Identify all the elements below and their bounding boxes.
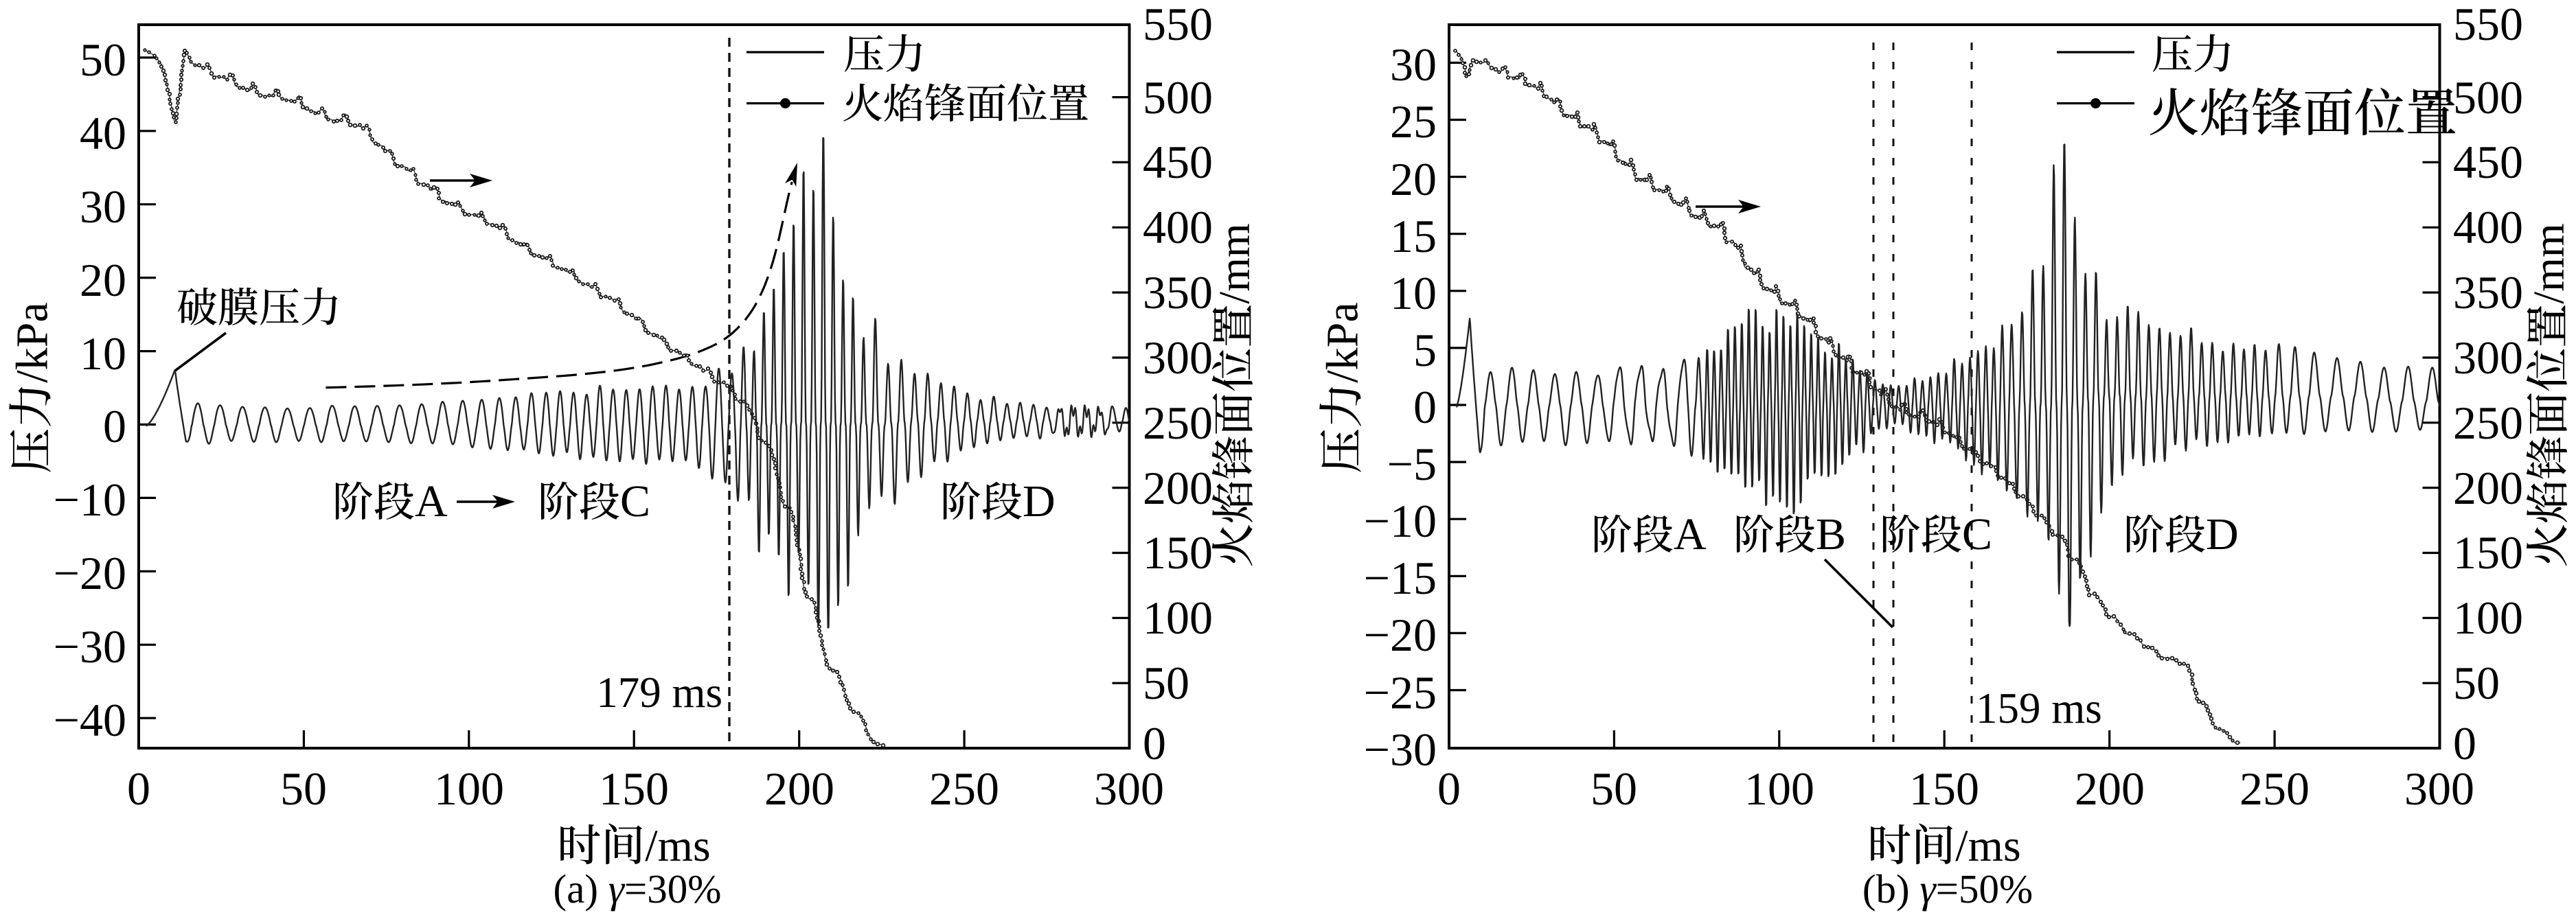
svg-text:200: 200 (1143, 462, 1213, 514)
svg-text:550: 550 (2453, 0, 2523, 50)
svg-text:300: 300 (1143, 332, 1213, 384)
svg-text:500: 500 (2453, 71, 2523, 124)
svg-text:/mm: /mm (2524, 223, 2573, 303)
svg-text:/mm: /mm (1210, 223, 1259, 303)
svg-text:−25: −25 (1364, 666, 1437, 719)
svg-text:50: 50 (1143, 657, 1189, 709)
svg-text:40: 40 (80, 107, 126, 159)
svg-text:−40: −40 (54, 694, 126, 746)
svg-text:−15: −15 (1364, 552, 1437, 604)
svg-text:B: B (1816, 509, 1846, 559)
svg-text:50: 50 (280, 763, 327, 815)
svg-text:0: 0 (1437, 763, 1461, 815)
svg-text:5: 5 (1413, 324, 1437, 376)
svg-text:500: 500 (1143, 71, 1213, 124)
svg-text:100: 100 (1143, 592, 1213, 644)
svg-text:/kPa: /kPa (1318, 302, 1368, 382)
svg-text:400: 400 (1143, 201, 1213, 253)
svg-text:−20: −20 (1364, 609, 1437, 661)
svg-text:/ms: /ms (645, 821, 710, 871)
svg-text:300: 300 (1094, 763, 1164, 815)
svg-text:30: 30 (80, 181, 126, 233)
svg-text:200: 200 (764, 763, 834, 815)
svg-text:179 ms: 179 ms (596, 669, 722, 717)
svg-text:D: D (1023, 476, 1056, 526)
svg-text:0: 0 (103, 400, 126, 452)
svg-text:−10: −10 (54, 474, 126, 526)
svg-text:50: 50 (80, 34, 126, 86)
svg-text:100: 100 (1744, 763, 1814, 815)
svg-text:20: 20 (80, 254, 126, 306)
svg-text:100: 100 (2453, 592, 2523, 644)
svg-text:400: 400 (2453, 201, 2523, 253)
svg-text:350: 350 (2453, 266, 2523, 318)
svg-text:250: 250 (2239, 763, 2310, 815)
svg-text:25: 25 (1390, 95, 1437, 148)
svg-text:15: 15 (1390, 210, 1437, 262)
svg-text:200: 200 (2075, 763, 2145, 815)
svg-text:250: 250 (929, 763, 999, 815)
svg-text:150: 150 (599, 763, 669, 815)
svg-text:10: 10 (80, 327, 126, 380)
svg-text:50: 50 (1591, 763, 1637, 815)
svg-text:250: 250 (2453, 397, 2523, 449)
svg-text:C: C (1962, 509, 1992, 559)
svg-text:10: 10 (1390, 267, 1437, 319)
svg-text:0: 0 (1413, 381, 1437, 433)
svg-text:50: 50 (2453, 657, 2500, 709)
svg-text:−30: −30 (54, 620, 126, 673)
svg-text:C: C (620, 476, 650, 526)
svg-text:100: 100 (434, 763, 504, 815)
svg-text:−5: −5 (1387, 438, 1437, 490)
svg-text:(a) γ=30%: (a) γ=30% (554, 866, 722, 912)
svg-text:D: D (2206, 509, 2239, 559)
svg-text:550: 550 (1143, 0, 1213, 50)
svg-text:−30: −30 (1364, 723, 1437, 776)
svg-text:150: 150 (2453, 526, 2523, 579)
svg-text:0: 0 (127, 763, 150, 815)
svg-text:30: 30 (1390, 38, 1437, 91)
svg-text:−10: −10 (1364, 495, 1437, 547)
svg-text:0: 0 (2453, 717, 2476, 769)
svg-text:200: 200 (2453, 462, 2523, 514)
svg-text:450: 450 (2453, 136, 2523, 188)
svg-text:150: 150 (1143, 526, 1213, 579)
svg-text:450: 450 (1143, 136, 1213, 188)
svg-text:20: 20 (1390, 153, 1437, 205)
svg-text:A: A (415, 476, 448, 526)
svg-text:300: 300 (2404, 763, 2474, 815)
svg-text:0: 0 (1143, 717, 1166, 769)
svg-text:250: 250 (1143, 397, 1213, 449)
svg-text:300: 300 (2453, 332, 2523, 384)
svg-text:159 ms: 159 ms (1976, 684, 2102, 732)
svg-text:(b) γ=50%: (b) γ=50% (1862, 866, 2033, 912)
svg-text:350: 350 (1143, 266, 1213, 318)
svg-text:A: A (1674, 509, 1707, 559)
svg-text:/ms: /ms (1955, 821, 2020, 871)
svg-text:150: 150 (1909, 763, 1979, 815)
svg-text:−20: −20 (54, 547, 126, 599)
svg-text:/kPa: /kPa (8, 302, 58, 382)
